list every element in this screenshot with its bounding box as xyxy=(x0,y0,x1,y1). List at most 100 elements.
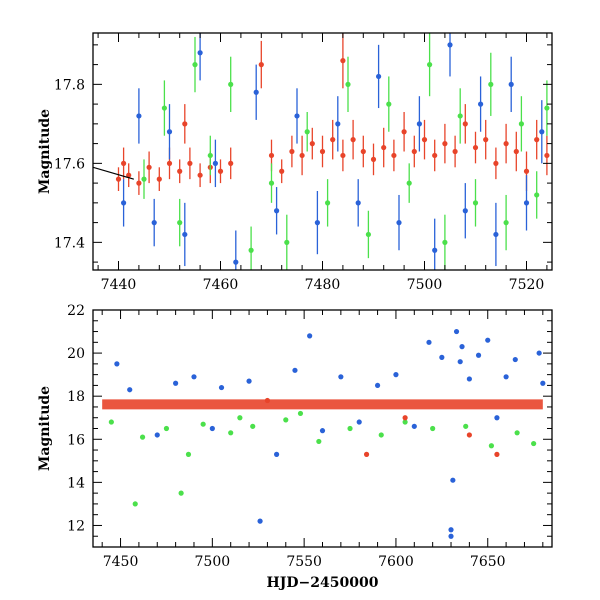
top-series-0-point-17 xyxy=(309,141,315,147)
bottom-series-2-point-3 xyxy=(264,397,271,404)
top-series-0-point-2 xyxy=(126,172,132,178)
top-y-axis-label: Magnitude xyxy=(37,109,53,194)
top-series-1-point-17 xyxy=(457,113,463,119)
bottom-series-0-point-16 xyxy=(393,372,399,378)
top-series-1-point-4 xyxy=(207,152,213,159)
bottom-series-0-point-32 xyxy=(536,350,542,356)
bottom-series-0-point-11 xyxy=(307,333,313,339)
bottom-series-0-point-9 xyxy=(274,451,280,457)
top-series-1-point-7 xyxy=(268,180,275,186)
top-series-2-point-4 xyxy=(182,231,188,238)
top-series-1-point-21 xyxy=(518,121,525,127)
top-series-2-point-20 xyxy=(478,101,484,107)
bottom-series-1-point-16 xyxy=(430,425,436,432)
top-series-2-point-19 xyxy=(462,208,468,214)
bottom-series-0-point-23 xyxy=(453,328,460,335)
bottom-y-tick-label: 14 xyxy=(67,475,85,491)
top-series-1-point-19 xyxy=(488,81,494,87)
top-series-1-point-23 xyxy=(544,105,550,111)
bottom-series-0-point-29 xyxy=(494,415,500,421)
top-series-1-point-1 xyxy=(161,105,167,111)
bottom-series-0-point-33 xyxy=(540,380,546,386)
bottom-series-0-point-19 xyxy=(439,354,445,360)
bottom-series-1-point-5 xyxy=(185,451,192,457)
top-series-1-point-11 xyxy=(345,81,351,87)
bottom-series-0-point-0 xyxy=(114,361,120,367)
top-series-0-point-34 xyxy=(483,137,489,143)
bottom-series-0-point-30 xyxy=(503,374,509,380)
top-series-0-point-7 xyxy=(177,168,183,174)
bottom-series-2-point-4 xyxy=(402,415,408,421)
top-series-2-point-24 xyxy=(539,129,545,135)
bottom-series-0-point-22 xyxy=(450,477,456,483)
top-series-0-point-3 xyxy=(136,180,142,186)
bottom-series-1-point-12 xyxy=(316,438,322,445)
top-series-0-point-27 xyxy=(411,148,417,155)
top-series-2-point-8 xyxy=(253,89,259,95)
top-series-2-point-16 xyxy=(416,121,422,127)
bottom-series-1-point-7 xyxy=(228,430,234,436)
top-series-0-point-5 xyxy=(156,176,162,182)
bottom-series-1-point-2 xyxy=(139,434,146,440)
top-series-0-point-35 xyxy=(493,160,499,166)
bottom-series-0-point-15 xyxy=(374,382,381,389)
bottom-series-1-point-20 xyxy=(531,440,537,447)
top-series-0-point-36 xyxy=(503,141,509,147)
top-series-1-point-3 xyxy=(192,62,198,68)
top-series-0-point-16 xyxy=(299,152,305,159)
bottom-y-tick-label: 16 xyxy=(67,432,85,448)
top-series-2-point-23 xyxy=(523,200,530,206)
top-series-2-point-12 xyxy=(335,121,341,127)
bottom-series-0-point-12 xyxy=(319,428,326,434)
top-series-0-point-11 xyxy=(217,168,224,174)
bottom-series-0-point-24 xyxy=(457,359,463,365)
top-x-tick-label: 7440 xyxy=(101,277,137,293)
top-series-0-point-31 xyxy=(452,148,458,155)
top-series-0-point-21 xyxy=(350,137,356,143)
bottom-y-tick-label: 20 xyxy=(67,346,85,362)
top-series-1-point-13 xyxy=(386,101,392,107)
bottom-series-1-point-1 xyxy=(132,501,138,507)
top-series-2-point-10 xyxy=(294,113,300,119)
bottom-series-0-point-25 xyxy=(459,344,465,350)
bottom-y-tick-label: 22 xyxy=(67,303,85,319)
bottom-series-0-point-8 xyxy=(257,518,263,524)
top-x-tick-label: 7500 xyxy=(407,277,443,293)
top-series-0-point-39 xyxy=(534,137,540,143)
top-series-2-point-2 xyxy=(151,220,157,226)
bottom-series-1-point-8 xyxy=(237,415,243,421)
bottom-series-1-point-13 xyxy=(347,425,353,432)
top-series-0-point-26 xyxy=(401,129,407,135)
top-series-2-point-3 xyxy=(166,129,173,135)
top-series-1-point-8 xyxy=(284,239,290,245)
top-series-2-point-9 xyxy=(274,208,280,214)
top-series-2-point-14 xyxy=(376,73,382,80)
bottom-series-2-point-2 xyxy=(494,451,500,457)
top-series-0-point-9 xyxy=(197,172,203,178)
top-series-2-point-18 xyxy=(447,42,453,48)
top-series-1-point-12 xyxy=(365,231,371,238)
bottom-series-0-point-4 xyxy=(191,374,197,380)
top-series-0-point-20 xyxy=(340,152,346,159)
top-series-1-point-16 xyxy=(442,239,448,245)
bottom-x-tick-label: 7600 xyxy=(378,554,414,570)
bottom-x-tick-label: 7500 xyxy=(195,554,231,570)
bottom-series-0-point-26 xyxy=(466,376,472,382)
top-series-0-point-4 xyxy=(146,164,152,170)
top-reference-line xyxy=(93,166,134,180)
bottom-series-2-point-0 xyxy=(363,451,370,457)
top-series-1-point-2 xyxy=(177,220,183,226)
bottom-series-0-point-7 xyxy=(246,378,252,384)
top-series-0-point-33 xyxy=(472,144,479,151)
bottom-plot-area xyxy=(102,328,546,539)
top-series-0-point-32 xyxy=(462,121,468,127)
bottom-series-0-point-17 xyxy=(411,423,417,429)
top-series-0-point-18 xyxy=(319,148,326,155)
top-series-1-point-15 xyxy=(427,62,433,68)
top-series-0-point-6 xyxy=(166,160,173,166)
top-series-1-point-20 xyxy=(503,220,509,226)
top-panel: 7440 7460 7480 7500 7520 17.4 17.6 17.8Magnitud… xyxy=(37,32,553,293)
top-series-2-point-22 xyxy=(508,81,514,87)
bottom-series-0-point-3 xyxy=(173,380,179,386)
bottom-series-0-point-28 xyxy=(485,337,491,343)
